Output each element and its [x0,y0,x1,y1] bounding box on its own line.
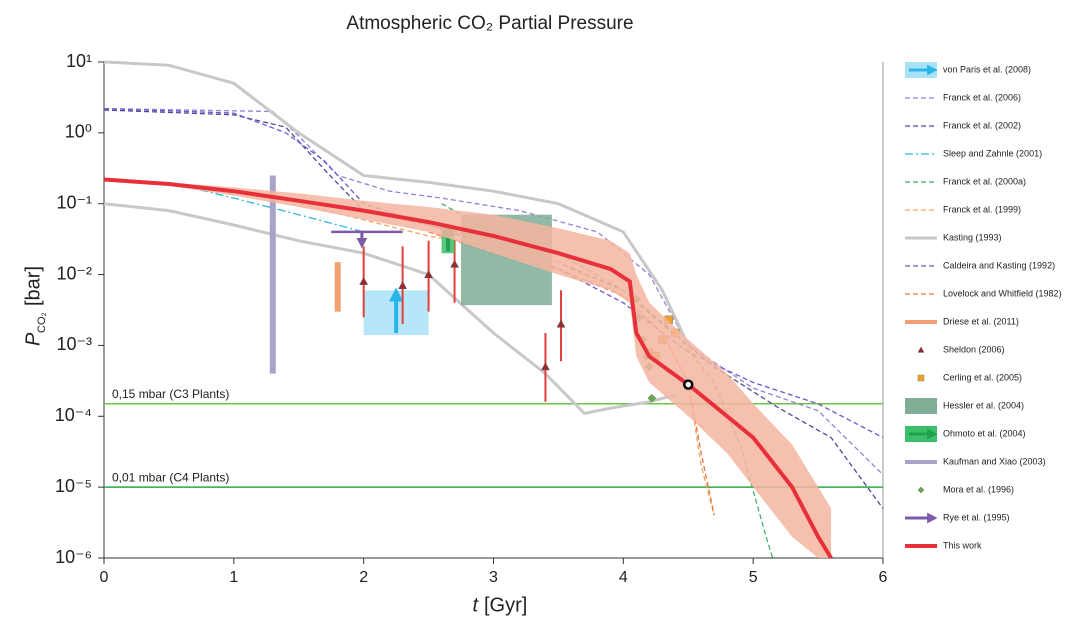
series-line [103,107,884,476]
legend-label: Kaufman and Xiao (2003) [943,456,1046,466]
legend-label: Cerling et al. (2005) [943,372,1022,382]
legend-label: Franck et al. (2000a) [943,176,1026,186]
chart-title: Atmospheric CO₂ Partial Pressure [346,13,633,34]
x-tick-label: 2 [359,569,368,586]
x-tick-label: 6 [879,569,888,586]
point [359,276,369,285]
x-label: t [472,594,479,616]
reference-label: 0,15 mbar (C3 Plants) [112,387,229,401]
point [917,374,925,382]
point [541,362,550,371]
x-tick-label: 4 [619,569,628,586]
legend-label: Hessler et al. (2004) [943,400,1024,410]
y-label-sub: CO₂ [36,312,48,333]
legend-label: Franck et al. (2002) [943,120,1021,130]
legend-label: Caldeira and Kasting (1992) [943,260,1055,270]
series-line [103,177,833,560]
x-tick-label: 3 [489,569,498,586]
x-tick-label: 5 [749,569,758,586]
legend-label: Mora et al. (1996) [943,484,1014,494]
legend-label: Sleep and Zahnle (2001) [943,148,1042,158]
legend-label: Franck et al. (2006) [943,92,1021,102]
legend-label: Kasting (1993) [943,232,1002,242]
arrow-head [927,512,938,524]
legend-swatch [905,398,937,414]
arrow-head [927,64,938,76]
point [424,270,434,279]
present-day-marker [683,379,694,390]
x-label-unit: [Gyr] [484,594,527,616]
x-tick-label: 1 [229,569,238,586]
y-tick-label: 10⁻³ [56,334,92,354]
legend-label: This work [943,540,982,550]
reference-label: 0,01 mbar (C4 Plants) [112,470,229,484]
y-tick-label: 10⁻² [56,263,92,283]
legend-label: Driese et al. (2011) [943,316,1019,326]
y-label-unit: [bar] [22,266,44,306]
point [917,346,925,353]
y-tick-label: 10⁻⁶ [55,547,92,567]
y-tick-label: 10⁻¹ [56,192,92,212]
legend-label: Ohmoto et al. (2004) [943,428,1026,438]
point [917,486,925,494]
y-tick-label: 10⁻⁵ [55,476,92,496]
y-label-main: P [22,332,44,346]
legend-label: Lovelock and Whitfield (1982) [943,288,1062,298]
arrow-head [356,238,368,249]
y-tick-label: 10⁰ [65,122,92,142]
point [398,281,408,289]
uncertainty-band [104,179,832,558]
arrow-head [389,287,404,302]
point [647,393,657,403]
arrow-head [927,428,938,440]
legend-label: von Paris et al. (2008) [943,64,1031,74]
point [556,319,566,328]
legend-label: Sheldon (2006) [943,344,1005,354]
legend-label: Franck et al. (1999) [943,204,1021,214]
band-upper [103,60,690,347]
y-tick-label: 10⁻⁴ [55,405,92,425]
legend-label: Rye et al. (1995) [943,512,1010,522]
y-tick-label: 10¹ [66,51,92,71]
x-tick-label: 0 [100,569,109,586]
y-label: P CO₂ [bar] [22,266,48,346]
point [450,259,459,268]
